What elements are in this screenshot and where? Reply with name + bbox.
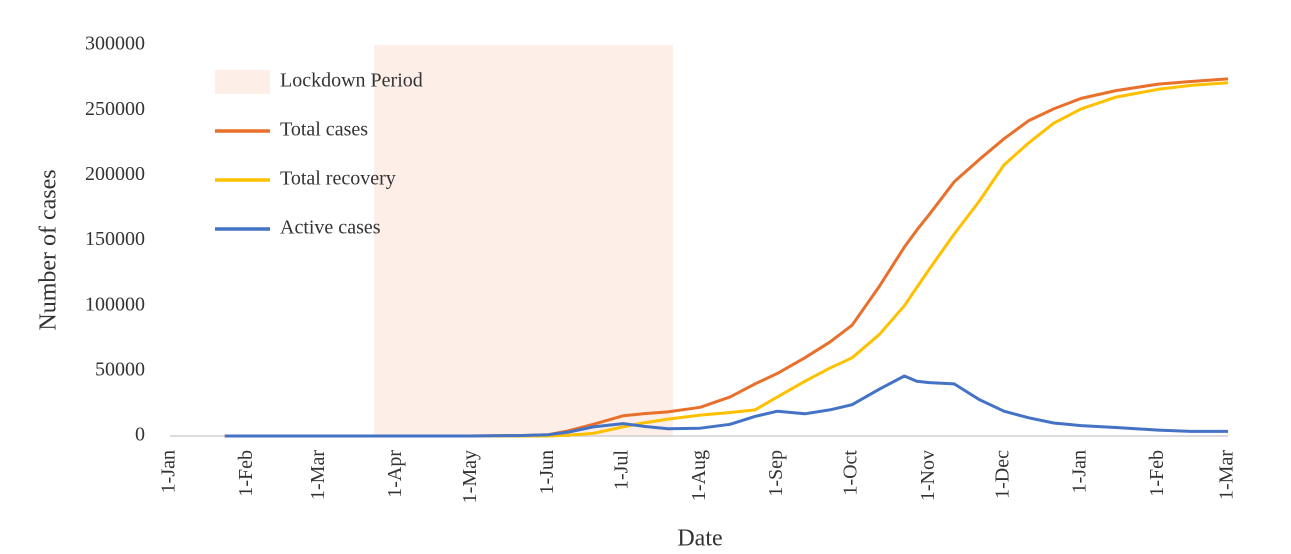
x-tick-label: 1-Jul: [611, 450, 633, 490]
x-tick-label: 1-Oct: [840, 450, 862, 496]
x-axis-label: Date: [677, 526, 722, 552]
legend-label: Lockdown Period: [280, 70, 423, 92]
y-tick-label: 150000: [85, 228, 145, 250]
x-tick-label: 1-Dec: [992, 450, 1014, 499]
legend-label: Total recovery: [280, 168, 396, 190]
x-tick-label: 1-Aug: [688, 450, 710, 501]
x-tick-label: 1-Apr: [384, 450, 406, 498]
legend-label: Total cases: [280, 119, 368, 141]
x-tick-label: 1-Mar: [1216, 450, 1238, 500]
x-tick-label: 1-Jun: [536, 450, 558, 494]
y-tick-label: 50000: [95, 358, 145, 380]
y-tick-label: 250000: [85, 98, 145, 120]
x-tick-label: 1-May: [459, 450, 481, 503]
y-tick-label: 0: [135, 424, 145, 446]
x-tick-label: 1-Mar: [307, 450, 329, 500]
x-tick-label: 1-Nov: [917, 450, 939, 501]
legend-swatch: [215, 70, 270, 94]
y-tick-label: 100000: [85, 293, 145, 315]
x-tick-label: 1-Sep: [765, 450, 787, 497]
y-tick-label: 200000: [85, 163, 145, 185]
legend-label: Active cases: [280, 217, 381, 239]
y-tick-label: 300000: [85, 33, 145, 55]
lockdown-band: [374, 45, 673, 436]
x-tick-label: 1-Feb: [235, 450, 257, 497]
series-line: [224, 374, 1228, 438]
y-axis-label: Number of cases: [36, 169, 62, 330]
x-tick-label: 1-Jan: [1069, 450, 1091, 493]
x-tick-label: 1-Jan: [158, 450, 180, 493]
x-tick-label: 1-Feb: [1146, 450, 1168, 497]
